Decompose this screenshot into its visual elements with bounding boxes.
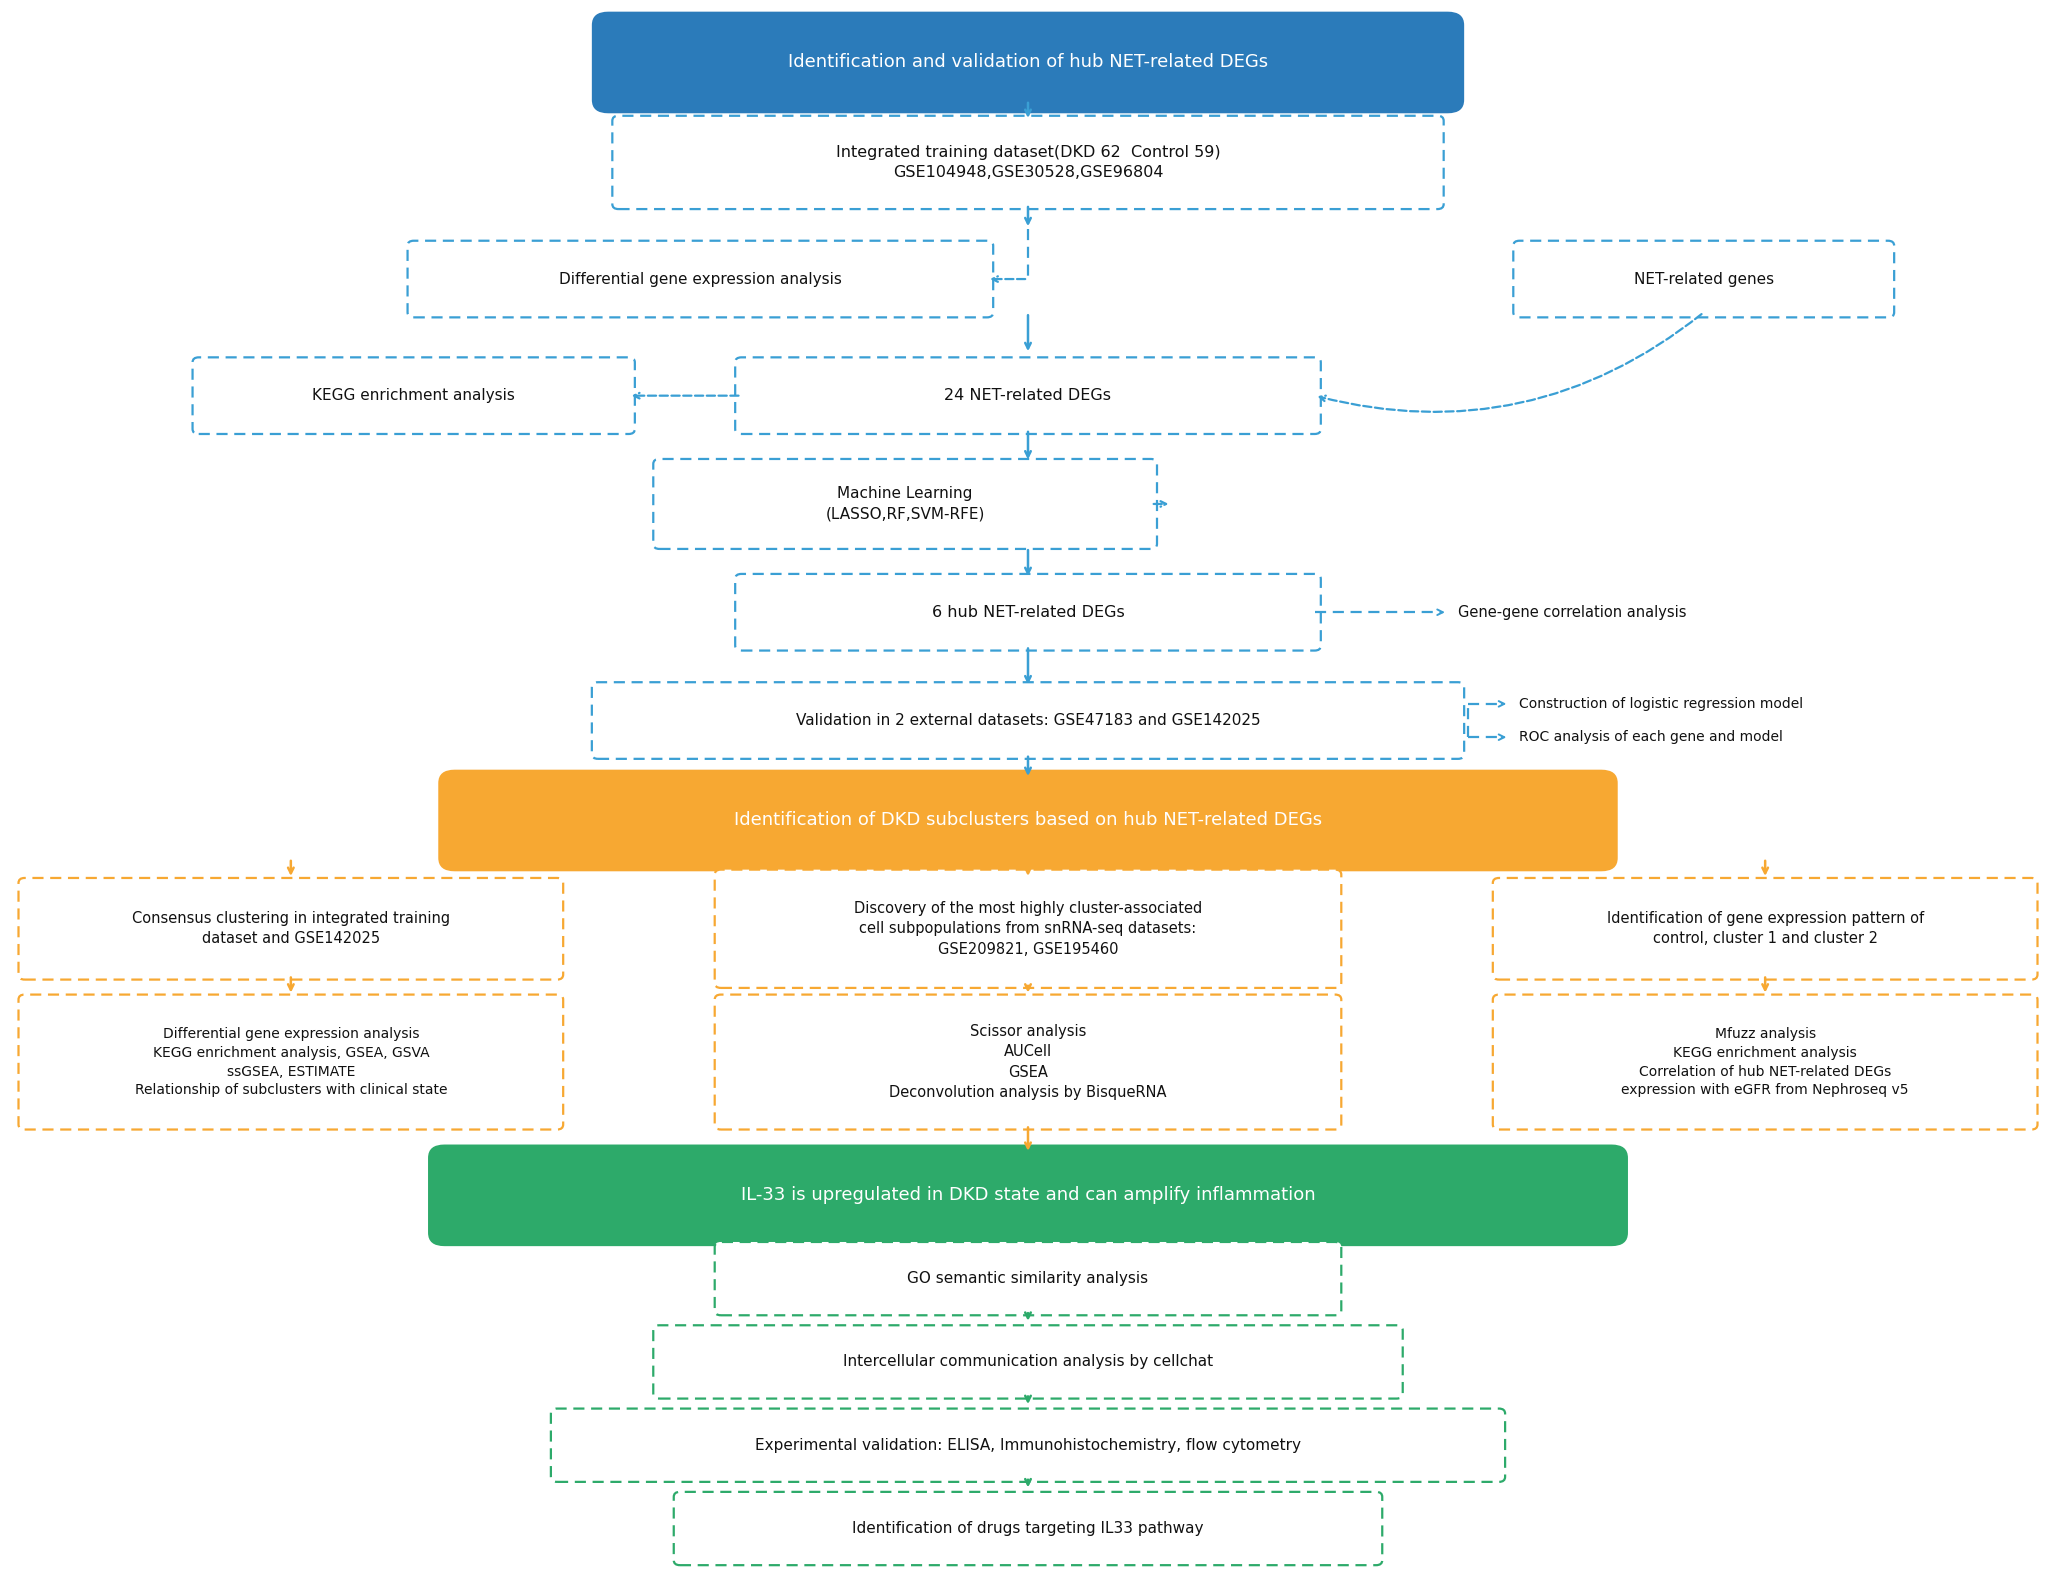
Text: Identification and validation of hub NET-related DEGs: Identification and validation of hub NET… xyxy=(787,54,1269,72)
Text: Scissor analysis
AUCell
GSEA
Deconvolution analysis by BisqueRNA: Scissor analysis AUCell GSEA Deconvoluti… xyxy=(890,1025,1166,1099)
FancyBboxPatch shape xyxy=(715,994,1341,1130)
Text: 24 NET-related DEGs: 24 NET-related DEGs xyxy=(944,388,1112,403)
FancyBboxPatch shape xyxy=(736,358,1320,434)
FancyBboxPatch shape xyxy=(1513,240,1894,317)
FancyBboxPatch shape xyxy=(715,870,1341,988)
Text: Machine Learning
(LASSO,RF,SVM-RFE): Machine Learning (LASSO,RF,SVM-RFE) xyxy=(824,487,985,522)
FancyBboxPatch shape xyxy=(551,1408,1505,1481)
Text: Gene-gene correlation analysis: Gene-gene correlation analysis xyxy=(1458,605,1686,620)
Text: Differential gene expression analysis
KEGG enrichment analysis, GSEA, GSVA
ssGSE: Differential gene expression analysis KE… xyxy=(134,1026,446,1098)
Text: GO semantic similarity analysis: GO semantic similarity analysis xyxy=(907,1271,1149,1286)
FancyBboxPatch shape xyxy=(654,1325,1402,1398)
Text: 6 hub NET-related DEGs: 6 hub NET-related DEGs xyxy=(931,605,1125,620)
FancyBboxPatch shape xyxy=(438,770,1618,872)
Text: Identification of DKD subclusters based on hub NET-related DEGs: Identification of DKD subclusters based … xyxy=(734,811,1322,829)
FancyBboxPatch shape xyxy=(592,11,1464,113)
Text: Differential gene expression analysis: Differential gene expression analysis xyxy=(559,272,841,286)
FancyBboxPatch shape xyxy=(736,574,1320,651)
Text: Integrated training dataset(DKD 62  Control 59)
GSE104948,GSE30528,GSE96804: Integrated training dataset(DKD 62 Contr… xyxy=(835,145,1221,180)
Text: NET-related genes: NET-related genes xyxy=(1635,272,1774,286)
FancyBboxPatch shape xyxy=(1493,878,2037,980)
FancyBboxPatch shape xyxy=(1493,994,2037,1130)
Text: Experimental validation: ELISA, Immunohistochemistry, flow cytometry: Experimental validation: ELISA, Immunohi… xyxy=(755,1438,1301,1453)
FancyBboxPatch shape xyxy=(674,1492,1382,1566)
Text: IL-33 is upregulated in DKD state and can amplify inflammation: IL-33 is upregulated in DKD state and ca… xyxy=(740,1187,1316,1204)
FancyBboxPatch shape xyxy=(19,878,563,980)
Text: Identification of drugs targeting IL33 pathway: Identification of drugs targeting IL33 p… xyxy=(853,1521,1203,1535)
FancyBboxPatch shape xyxy=(407,240,993,317)
Text: Consensus clustering in integrated training
dataset and GSE142025: Consensus clustering in integrated train… xyxy=(132,912,450,947)
FancyBboxPatch shape xyxy=(654,458,1158,549)
Text: KEGG enrichment analysis: KEGG enrichment analysis xyxy=(313,388,516,403)
FancyBboxPatch shape xyxy=(715,1243,1341,1316)
Text: Discovery of the most highly cluster-associated
cell subpopulations from snRNA-s: Discovery of the most highly cluster-ass… xyxy=(853,901,1203,956)
Text: ROC analysis of each gene and model: ROC analysis of each gene and model xyxy=(1519,730,1783,745)
Text: Intercellular communication analysis by cellchat: Intercellular communication analysis by … xyxy=(843,1354,1213,1370)
Text: Identification of gene expression pattern of
control, cluster 1 and cluster 2: Identification of gene expression patter… xyxy=(1606,912,1924,947)
FancyBboxPatch shape xyxy=(592,683,1464,759)
Text: Validation in 2 external datasets: GSE47183 and GSE142025: Validation in 2 external datasets: GSE47… xyxy=(796,713,1260,729)
FancyBboxPatch shape xyxy=(19,994,563,1130)
FancyBboxPatch shape xyxy=(613,116,1443,208)
FancyBboxPatch shape xyxy=(428,1144,1628,1246)
Text: Mfuzz analysis
KEGG enrichment analysis
Correlation of hub NET-related DEGs
expr: Mfuzz analysis KEGG enrichment analysis … xyxy=(1622,1026,1908,1098)
Text: Construction of logistic regression model: Construction of logistic regression mode… xyxy=(1519,697,1803,711)
FancyBboxPatch shape xyxy=(193,358,635,434)
